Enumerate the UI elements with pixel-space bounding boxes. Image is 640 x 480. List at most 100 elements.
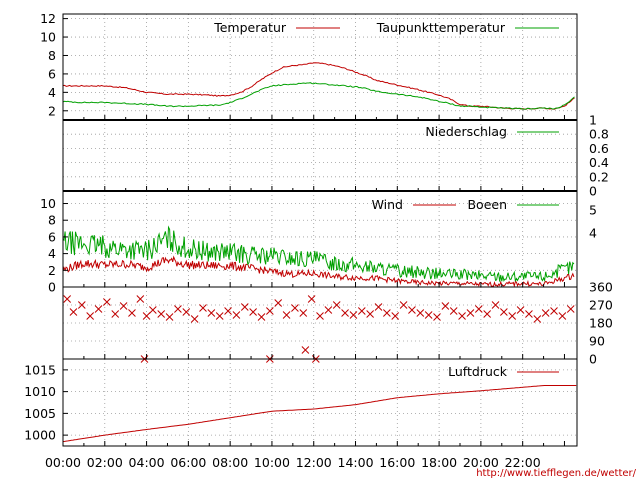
frame-layer bbox=[62, 13, 578, 447]
wind-direction-point bbox=[324, 306, 333, 314]
x-tick-label: 12:00 bbox=[296, 455, 332, 470]
right-tick-label: 4 bbox=[589, 226, 597, 241]
panel-frame bbox=[62, 358, 578, 447]
wind-direction-point bbox=[449, 307, 458, 315]
y-tick-label: 8 bbox=[48, 213, 56, 228]
wind-direction-point bbox=[408, 306, 416, 314]
wind-direction-point bbox=[207, 309, 216, 317]
wind-line bbox=[62, 255, 575, 288]
y-tick-label: 0 bbox=[48, 280, 56, 295]
x-tick-label: 02:00 bbox=[87, 455, 123, 470]
wind-direction-point bbox=[558, 312, 567, 320]
wind-direction-point bbox=[533, 315, 542, 323]
x-tick-label: 16:00 bbox=[379, 455, 415, 470]
wind-direction-point bbox=[566, 305, 575, 313]
y-tick-label: 8 bbox=[48, 48, 56, 63]
x-tick-label: 14:00 bbox=[338, 455, 374, 470]
legend-label-wind: Wind bbox=[372, 197, 403, 212]
wind-direction-point bbox=[165, 313, 174, 321]
x-tick-label: 18:00 bbox=[421, 455, 457, 470]
wind-direction-point bbox=[416, 309, 425, 317]
wind-direction-point bbox=[458, 312, 466, 320]
luftdruck-line bbox=[62, 385, 577, 443]
temperatur-line bbox=[62, 62, 575, 110]
wind-direction-point bbox=[516, 306, 525, 314]
wind-direction-point bbox=[77, 301, 86, 309]
legend-label-taupunkt: Taupunkttemperatur bbox=[376, 20, 506, 35]
wind-direction-point bbox=[541, 309, 550, 317]
wind-direction-point bbox=[357, 307, 366, 315]
wind-direction-point bbox=[474, 305, 483, 313]
wind-direction-point bbox=[399, 301, 408, 309]
legend-label-luftdruck: Luftdruck bbox=[448, 364, 508, 379]
wind-direction-point bbox=[383, 309, 391, 317]
wind-direction-point bbox=[550, 307, 558, 315]
wind-direction-point bbox=[69, 308, 78, 316]
y-tick-label: 2 bbox=[48, 263, 56, 278]
wind-direction-point bbox=[103, 298, 111, 306]
wind-direction-point bbox=[257, 313, 266, 321]
wind-direction-point bbox=[307, 295, 316, 303]
y-tick-label: 1015 bbox=[24, 362, 56, 377]
y-tick-label: 6 bbox=[48, 66, 56, 81]
x-tick-label: 00:00 bbox=[45, 455, 81, 470]
legend-label-boeen: Boeen bbox=[467, 197, 507, 212]
wind-direction-point bbox=[441, 302, 450, 310]
wind-direction-point bbox=[199, 304, 207, 312]
wind-direction-point bbox=[182, 308, 191, 316]
right-tick-label: 0 bbox=[589, 184, 597, 199]
y-tick-label: 10 bbox=[40, 196, 56, 211]
y-tick-label: 10 bbox=[40, 30, 56, 45]
right-tick-label: 0.8 bbox=[589, 127, 609, 142]
wind-direction-point bbox=[266, 307, 274, 315]
right-tick-label: 180 bbox=[589, 316, 613, 331]
y-tick-label: 4 bbox=[48, 246, 56, 261]
wind-direction-point bbox=[299, 309, 308, 317]
wind-direction-point bbox=[349, 311, 358, 319]
x-tick-label: 06:00 bbox=[170, 455, 206, 470]
wind-direction-point bbox=[282, 311, 291, 319]
wind-direction-point bbox=[433, 313, 441, 321]
wind-direction-point bbox=[508, 312, 517, 320]
wind-direction-point bbox=[424, 311, 433, 319]
right-tick-label: 0.6 bbox=[589, 141, 609, 156]
wind-direction-point bbox=[224, 307, 232, 315]
legend-label-temperatur: Temperatur bbox=[213, 20, 287, 35]
wind-direction-point bbox=[366, 310, 374, 318]
wind-direction-point bbox=[316, 312, 324, 320]
right-tick-label: 0 bbox=[589, 352, 597, 367]
wind-direction-point bbox=[94, 305, 103, 313]
boeen-line bbox=[62, 225, 575, 283]
wind-direction-point bbox=[301, 346, 310, 354]
x-tick-label: 20:00 bbox=[463, 455, 499, 470]
right-tick-label: 5 bbox=[589, 203, 597, 218]
wind-direction-point bbox=[332, 301, 341, 309]
wind-direction-point bbox=[466, 309, 475, 317]
wind-direction-point bbox=[483, 310, 492, 318]
wind-direction-point bbox=[174, 305, 182, 313]
wind-direction-point bbox=[240, 303, 249, 311]
right-tick-label: 0.2 bbox=[589, 169, 609, 184]
wind-direction-point bbox=[63, 295, 72, 303]
right-tick-label: 360 bbox=[589, 280, 613, 295]
y-tick-label: 4 bbox=[48, 85, 56, 100]
wind-direction-point bbox=[232, 311, 241, 319]
right-tick-label: 270 bbox=[589, 298, 613, 313]
wind-direction-point bbox=[190, 315, 199, 323]
wind-direction-point bbox=[525, 310, 533, 318]
y-tick-label: 12 bbox=[40, 11, 56, 26]
wind-direction-point bbox=[391, 312, 400, 320]
y-tick-label: 1000 bbox=[24, 428, 56, 443]
taupunkttemperatur-line bbox=[62, 82, 575, 110]
legend-label-niederschlag: Niederschlag bbox=[425, 124, 507, 139]
credit-text: http://www.tiefflegen.de/wetter/ bbox=[476, 468, 636, 479]
wind-direction-point bbox=[136, 295, 145, 303]
x-tick-label: 22:00 bbox=[505, 455, 541, 470]
y-tick-label: 2 bbox=[48, 103, 56, 118]
y-tick-label: 1005 bbox=[24, 406, 56, 421]
y-tick-label: 6 bbox=[48, 229, 56, 244]
wind-direction-point bbox=[86, 312, 95, 320]
right-tick-label: 0.4 bbox=[589, 155, 609, 170]
